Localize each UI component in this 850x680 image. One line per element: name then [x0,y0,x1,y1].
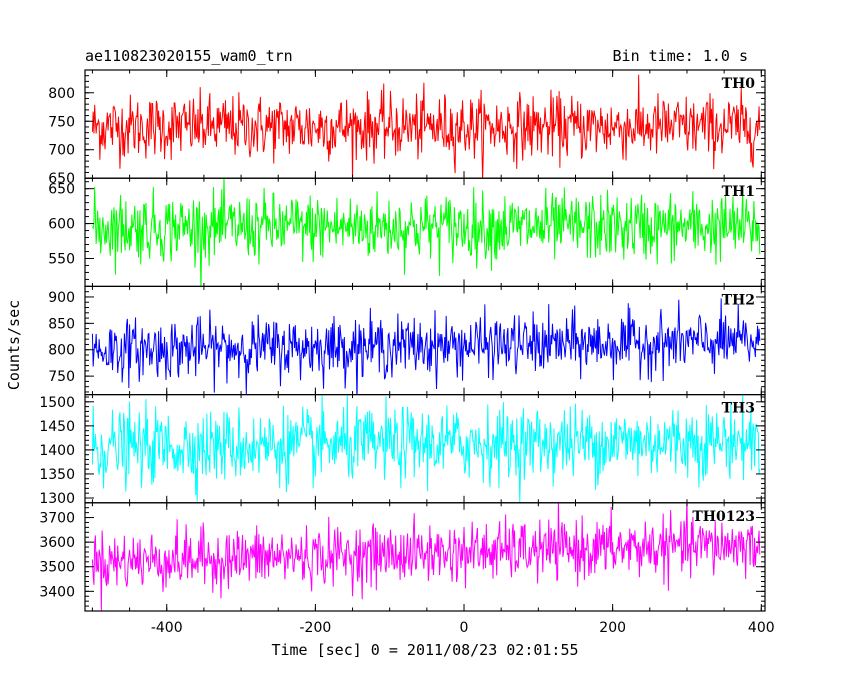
y-tick-label: 650 [48,171,75,187]
x-axis: -400 -200 0 200 400 [151,620,775,636]
panels-group: 650 700 750 800 TH0 550 600 650 TH1 750 800 850 900 T… [39,69,766,612]
y-tick-label: 1400 [39,443,75,459]
y-tick-label: 1350 [39,467,75,483]
y-tick-label: 1300 [39,491,75,507]
x-tick-label: -200 [299,620,331,636]
y-axis-label: Counts/sec [5,300,23,390]
y-tick-label: 700 [48,143,75,159]
panel-th2: 750 800 850 900 TH2 [48,285,766,396]
series-line-th0123 [91,502,761,611]
y-tick-label: 3700 [39,511,75,527]
panel-label-th3: TH3 [722,401,755,417]
y-tick-label: 850 [48,316,75,332]
y-tick-label: 750 [48,114,75,130]
y-tick-label: 800 [48,343,75,359]
y-tick-label: 800 [48,86,75,102]
y-tick-label: 1450 [39,419,75,435]
chart-title: ae110823020155_wam0_trn [85,47,293,65]
panel-th3: 1300 1350 1400 1450 1500 TH3 [39,394,766,507]
y-tick-label: 900 [48,290,75,306]
panel-label-th0: TH0 [722,76,756,92]
bin-time-label: Bin time: 1.0 s [613,47,748,65]
series-line-th3 [91,394,761,503]
y-tick-label: 750 [48,369,75,385]
x-tick-label: 200 [599,620,626,636]
series-line-th2 [91,298,761,395]
y-tick-label: 600 [48,217,75,233]
x-tick-label: -400 [151,620,183,636]
y-tick-label: 1500 [39,395,75,411]
panel-label-th0123: TH0123 [692,509,755,525]
y-tick-label: 3600 [39,535,75,551]
x-axis-label: Time [sec] 0 = 2011/08/23 02:01:55 [271,641,578,659]
y-tick-label: 650 [48,182,75,198]
y-tick-label: 3500 [39,560,75,576]
panel-th0: 650 700 750 800 TH0 [48,69,766,187]
series-line-th0 [91,74,761,179]
panel-label-th2: TH2 [722,292,755,308]
x-tick-label: 0 [460,620,469,636]
panel-label-th1: TH1 [722,184,755,200]
series-line-th1 [91,178,761,287]
x-tick-label: 400 [748,620,775,636]
panel-th0123: 3400 3500 3600 3700 TH0123 [39,502,766,612]
y-tick-label: 550 [48,251,75,267]
panel-th1: 550 600 650 TH1 [48,177,766,287]
y-tick-label: 3400 [39,584,75,600]
